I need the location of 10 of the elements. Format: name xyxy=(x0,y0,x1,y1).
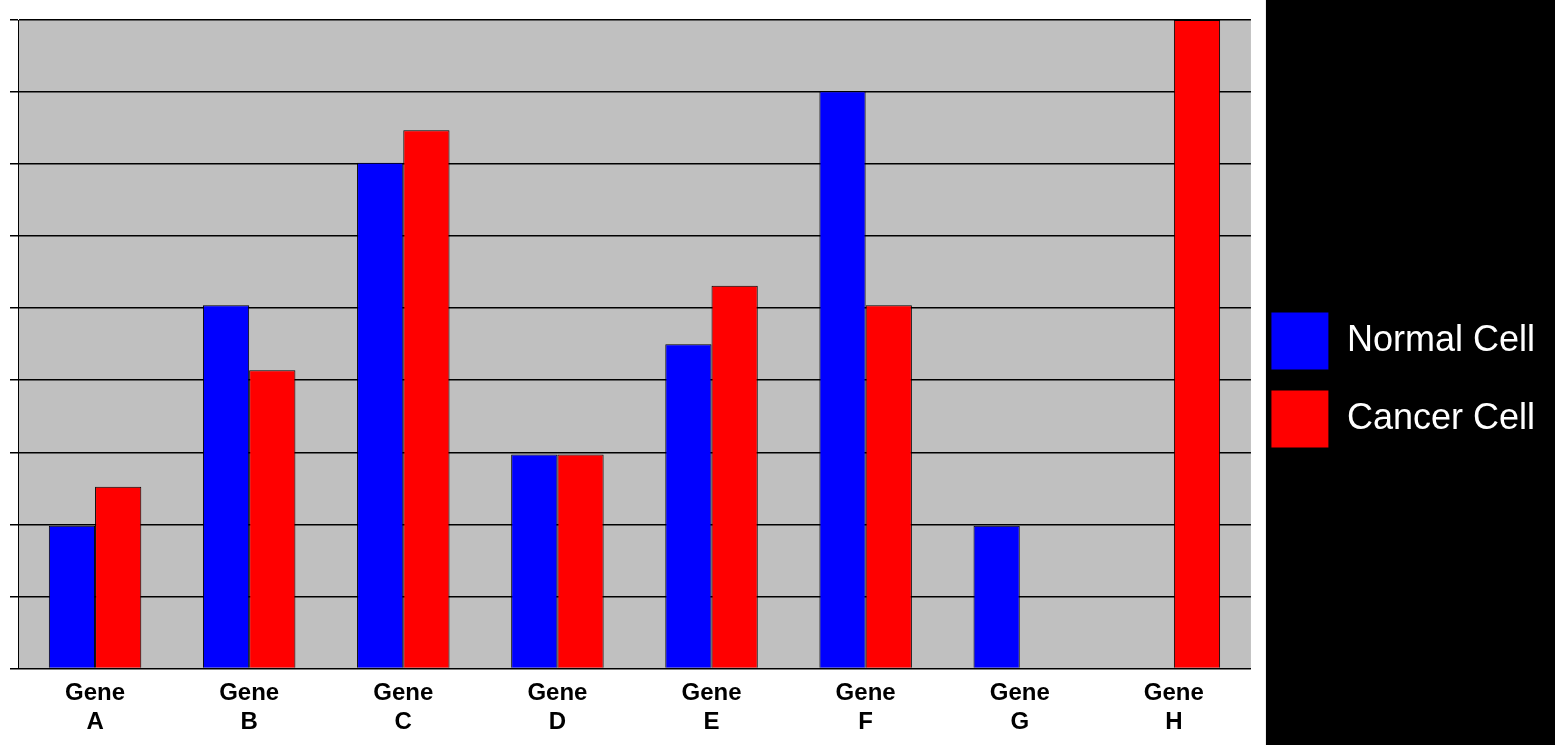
x-tick-label: Gene F xyxy=(835,678,896,735)
x-tick-label: Gene A xyxy=(65,678,126,735)
legend-label: Normal Cell xyxy=(1346,317,1535,359)
legend-label: Cancer Cell xyxy=(1346,395,1536,437)
x-tick-label: Gene C xyxy=(373,678,434,735)
x-tick-label: Gene B xyxy=(219,678,280,735)
x-tick-label: Gene E xyxy=(681,678,742,735)
x-tick-label: Gene D xyxy=(527,678,588,735)
x-tick-label: Gene H xyxy=(1143,678,1204,735)
x-tick-label: Gene G xyxy=(989,678,1050,735)
